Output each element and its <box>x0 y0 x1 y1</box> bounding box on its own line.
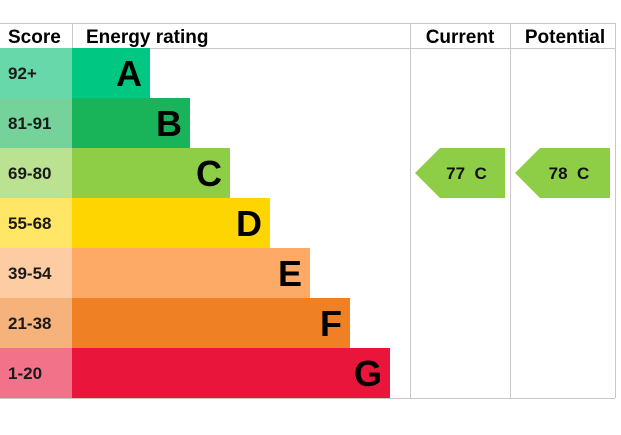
potential-header: Potential <box>525 27 605 48</box>
table-header: Score Energy rating Current Potential <box>8 27 605 48</box>
band-bar-f <box>72 298 350 348</box>
band-letter-b: B <box>156 103 182 144</box>
band-bar-d <box>72 198 270 248</box>
score-range-g: 1-20 <box>8 364 42 383</box>
current-header: Current <box>426 27 495 48</box>
energy-rating-header: Energy rating <box>86 27 208 48</box>
score-cell-d <box>0 198 72 248</box>
score-range-c: 69-80 <box>8 164 51 183</box>
current-rating-label: 77 C <box>446 164 487 183</box>
score-cell-e <box>0 248 72 298</box>
band-letter-e: E <box>278 253 302 294</box>
rating-bands: 92+ A 81-91 B 69-80 C 55-68 D 39-54 E 21-38 F 1-20 G <box>0 48 390 398</box>
band-letter-d: D <box>236 203 262 244</box>
score-range-b: 81-91 <box>8 114 51 133</box>
score-cell-g <box>0 348 72 398</box>
current-rating-arrow <box>415 148 505 198</box>
score-range-f: 21-38 <box>8 314 51 333</box>
band-letter-g: G <box>354 353 382 394</box>
score-cell-f <box>0 298 72 348</box>
score-range-d: 55-68 <box>8 214 51 233</box>
score-range-a: 92+ <box>8 64 37 83</box>
band-bar-b <box>72 98 190 148</box>
band-letter-a: A <box>116 53 142 94</box>
score-cell-a <box>0 48 72 98</box>
score-header: Score <box>8 27 61 48</box>
potential-rating-label: 78 C <box>549 164 590 183</box>
band-bar-a <box>72 48 150 98</box>
band-bar-c <box>72 148 230 198</box>
band-letter-f: F <box>320 303 342 344</box>
score-cell-c <box>0 148 72 198</box>
band-letter-c: C <box>196 153 222 194</box>
score-cell-b <box>0 98 72 148</box>
score-range-e: 39-54 <box>8 264 52 283</box>
band-bar-g <box>72 348 390 398</box>
rating-arrows: 77 C 78 C <box>415 148 610 198</box>
band-bar-e <box>72 248 310 298</box>
potential-rating-arrow <box>515 148 610 198</box>
